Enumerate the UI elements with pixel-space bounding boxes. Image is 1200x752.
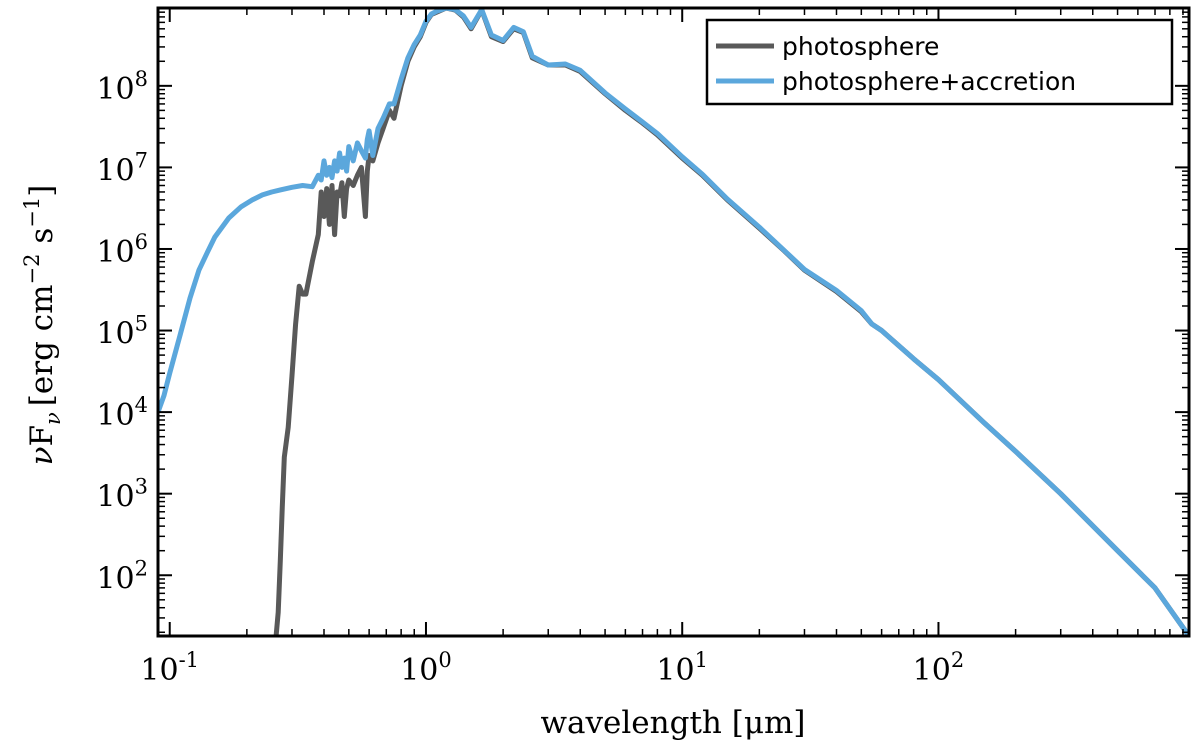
y-tick-label: 106 (96, 230, 148, 270)
y-tick-labels: 102 103 104 105 106 107 108 (96, 67, 148, 596)
y-tick-label: 108 (96, 67, 148, 107)
series-layer (158, 8, 1189, 636)
y-tick-label: 104 (96, 393, 148, 433)
legend-label-photosphere: photosphere (782, 32, 939, 61)
y-tick-label: 107 (96, 148, 148, 188)
legend-box (705, 18, 1174, 106)
y-axis-label: νFν[erg cm−2 s−1] (20, 185, 65, 466)
legend-label-photosphere-accretion: photosphere+accretion (782, 67, 1076, 96)
y-tick-label: 105 (96, 312, 148, 352)
y-tick-label: 103 (96, 475, 148, 515)
plot-background (158, 8, 1189, 636)
legend: photosphere photosphere+accretion (705, 18, 1174, 106)
x-tick-label: 100 (400, 648, 452, 688)
series-line-photosphere-accretion (158, 8, 1189, 636)
x-tick-labels: 10-1 100 101 102 (140, 648, 964, 688)
x-axis-label: wavelength [μm] (541, 705, 806, 741)
x-tick-label: 102 (913, 648, 965, 688)
x-tick-label: 101 (656, 648, 708, 688)
y-tick-label: 102 (96, 556, 148, 596)
x-tick-label: 10-1 (140, 648, 199, 688)
plot-frame (156, 6, 1191, 638)
